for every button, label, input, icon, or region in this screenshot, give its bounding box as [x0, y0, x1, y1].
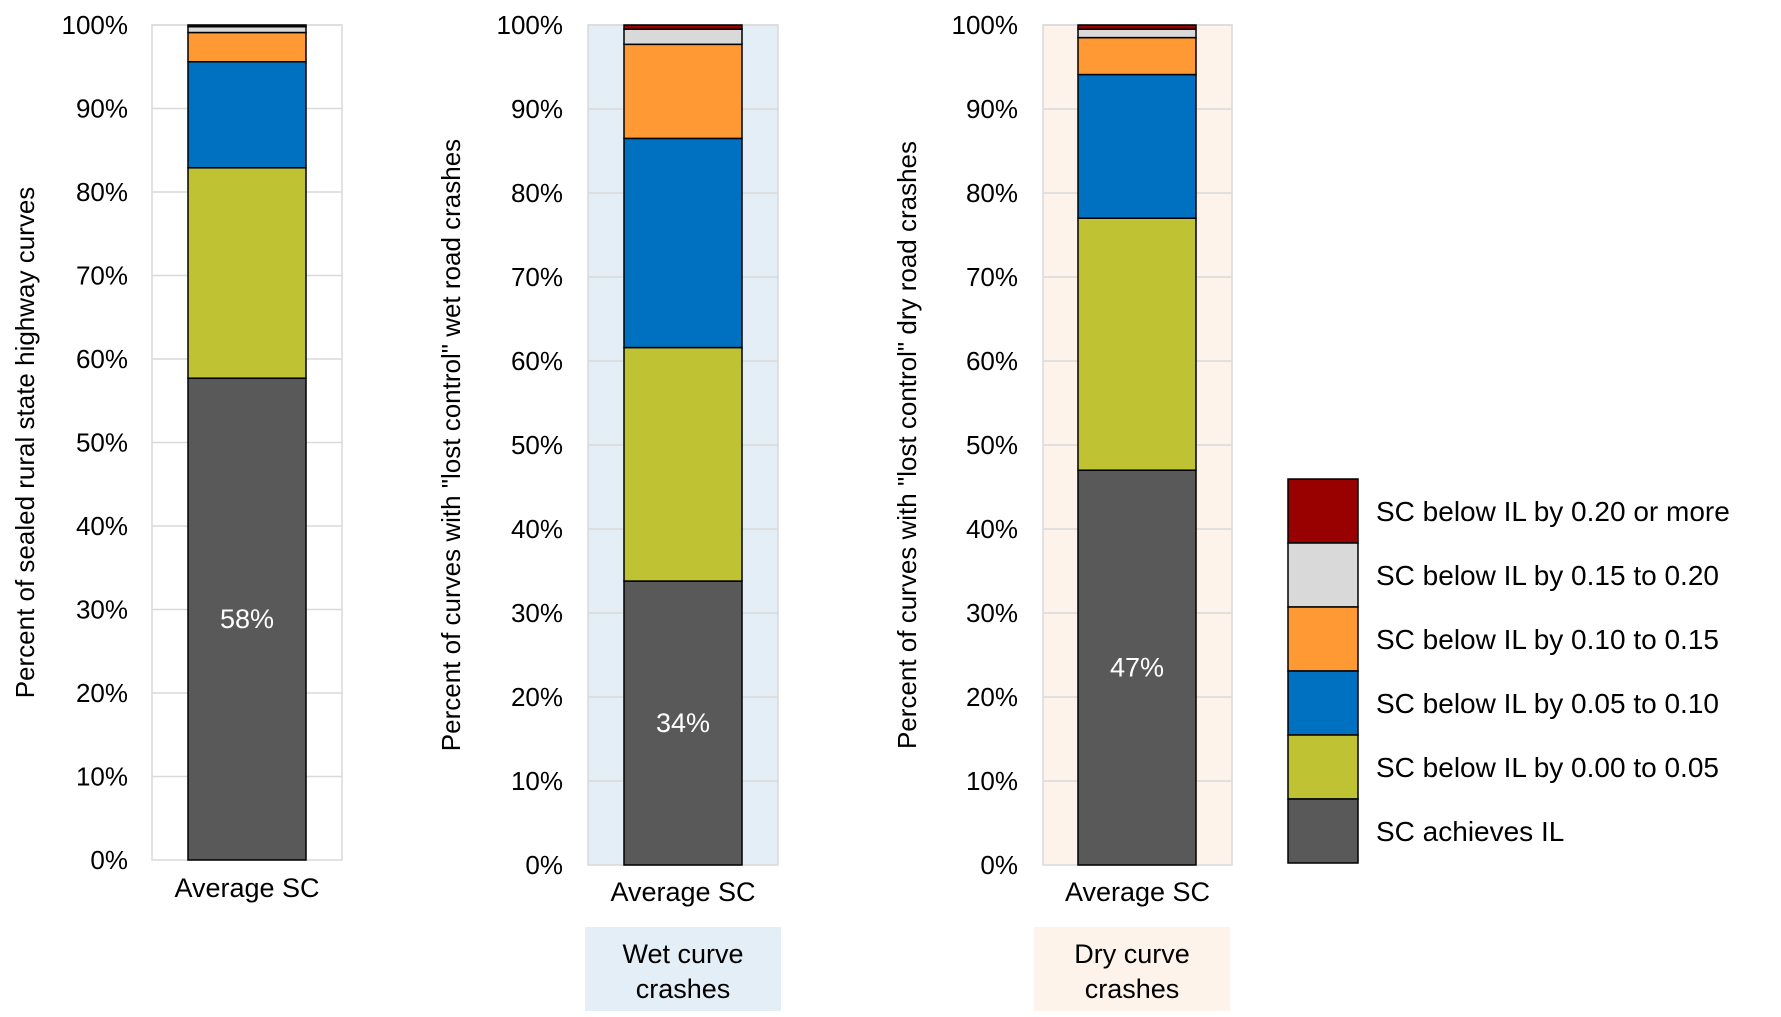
y-tick-label: 100% [497, 10, 564, 40]
bar-segment [1077, 73, 1197, 219]
caption-line: crashes [636, 974, 731, 1004]
y-tick-label: 90% [511, 94, 563, 124]
y-tick-label: 50% [76, 428, 128, 458]
bar-segment [623, 346, 743, 582]
y-tick-label: 0% [980, 850, 1018, 880]
legend-label: SC below IL by 0.05 to 0.10 [1376, 688, 1719, 719]
bar-segment [623, 580, 743, 866]
bar-segment [187, 24, 307, 28]
y-tick-label: 60% [511, 346, 563, 376]
y-tick-label: 40% [76, 511, 128, 541]
bar-segment [1077, 36, 1197, 76]
bar-segment [187, 377, 307, 861]
y-tick-label: 70% [966, 262, 1018, 292]
x-category-label: Average SC [1065, 877, 1210, 907]
y-tick-label: 0% [525, 850, 563, 880]
legend-swatch [1287, 670, 1359, 736]
y-tick-label: 20% [966, 682, 1018, 712]
y-tick-label: 10% [966, 766, 1018, 796]
legend-label: SC below IL by 0.15 to 0.20 [1376, 560, 1719, 591]
caption-line: crashes [1085, 974, 1180, 1004]
legend-swatch [1287, 734, 1359, 800]
legend-swatch [1287, 542, 1359, 608]
bar-segment [623, 24, 743, 30]
caption-box [585, 927, 781, 1011]
data-label: 58% [220, 604, 274, 634]
bar-segment [1077, 469, 1197, 866]
y-tick-label: 30% [511, 598, 563, 628]
y-tick-label: 20% [76, 678, 128, 708]
bar-segment [187, 31, 307, 63]
y-tick-label: 40% [511, 514, 563, 544]
x-category-label: Average SC [610, 877, 755, 907]
y-tick-label: 100% [62, 10, 129, 40]
y-tick-label: 50% [511, 430, 563, 460]
y-tick-label: 50% [966, 430, 1018, 460]
y-tick-label: 100% [952, 10, 1019, 40]
data-label: 34% [656, 708, 710, 738]
y-tick-label: 0% [90, 845, 128, 875]
bar-segment [187, 60, 307, 169]
bar-segment [187, 167, 307, 379]
data-label: 47% [1110, 653, 1164, 683]
legend-label: SC below IL by 0.20 or more [1376, 496, 1730, 527]
legend-swatch [1287, 606, 1359, 672]
y-tick-label: 70% [76, 261, 128, 291]
y-tick-label: 20% [511, 682, 563, 712]
legend-swatch [1287, 798, 1359, 864]
caption-line: Wet curve [622, 939, 743, 969]
legend-label: SC achieves IL [1376, 816, 1564, 847]
caption-box [1034, 927, 1230, 1011]
y-tick-label: 30% [966, 598, 1018, 628]
y-tick-label: 10% [511, 766, 563, 796]
bar-segment [623, 28, 743, 46]
y-tick-label: 90% [76, 94, 128, 124]
y-axis-label: Percent of sealed rural state highway cu… [10, 187, 40, 699]
y-axis-label: Percent of curves with "lost control" dr… [892, 141, 922, 749]
x-category-label: Average SC [174, 873, 319, 903]
y-tick-label: 90% [966, 94, 1018, 124]
y-tick-label: 80% [511, 178, 563, 208]
y-tick-label: 80% [966, 178, 1018, 208]
legend-label: SC below IL by 0.00 to 0.05 [1376, 752, 1719, 783]
bar-segment [1077, 28, 1197, 39]
y-tick-label: 80% [76, 177, 128, 207]
bar-segment [1077, 217, 1197, 471]
caption-line: Dry curve [1074, 939, 1190, 969]
y-tick-label: 60% [966, 346, 1018, 376]
y-tick-label: 40% [966, 514, 1018, 544]
bar-segment [623, 137, 743, 349]
legend-label: SC below IL by 0.10 to 0.15 [1376, 624, 1719, 655]
bar-segment [187, 25, 307, 34]
y-tick-label: 60% [76, 344, 128, 374]
y-axis-label: Percent of curves with "lost control" we… [436, 139, 466, 751]
legend-swatch [1287, 478, 1359, 544]
y-tick-label: 10% [76, 762, 128, 792]
y-tick-label: 70% [511, 262, 563, 292]
bar-segment [1077, 24, 1197, 30]
bar-segment [623, 43, 743, 140]
y-tick-label: 30% [76, 595, 128, 625]
